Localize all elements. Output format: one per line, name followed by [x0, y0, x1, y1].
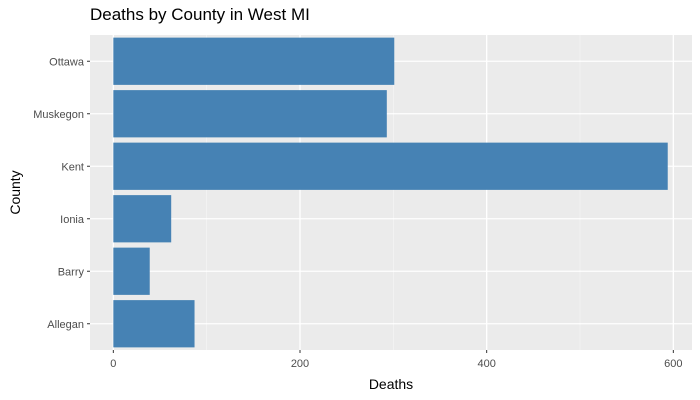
x-tick-label-0: 0 — [110, 358, 116, 370]
y-tick-label-muskegon: Muskegon — [33, 109, 84, 121]
axis-layer: Allegan Barry Ionia Kent Muskegon Ottawa 0 200 4… — [33, 56, 682, 370]
y-axis-title: County — [7, 170, 23, 214]
bar-barry — [113, 247, 150, 295]
x-tick-label-200: 200 — [291, 358, 309, 370]
chart-title: Deaths by County in West MI — [90, 5, 310, 24]
y-tick-label-ionia: Ionia — [60, 214, 85, 226]
plot-panel — [90, 35, 692, 350]
grid-layer — [90, 35, 692, 350]
y-tick-label-barry: Barry — [58, 266, 85, 278]
y-tick-label-kent: Kent — [61, 161, 84, 173]
bar-muskegon — [113, 90, 387, 138]
x-axis-title: Deaths — [369, 376, 413, 392]
x-tick-label-400: 400 — [477, 358, 495, 370]
y-tick-label-ottawa: Ottawa — [49, 56, 85, 68]
x-tick-label-600: 600 — [664, 358, 682, 370]
bars-layer — [113, 37, 668, 348]
y-tick-label-allegan: Allegan — [47, 319, 84, 331]
bar-ottawa — [113, 37, 395, 85]
bar-kent — [113, 142, 668, 190]
bar-ionia — [113, 195, 172, 243]
bar-allegan — [113, 300, 195, 348]
